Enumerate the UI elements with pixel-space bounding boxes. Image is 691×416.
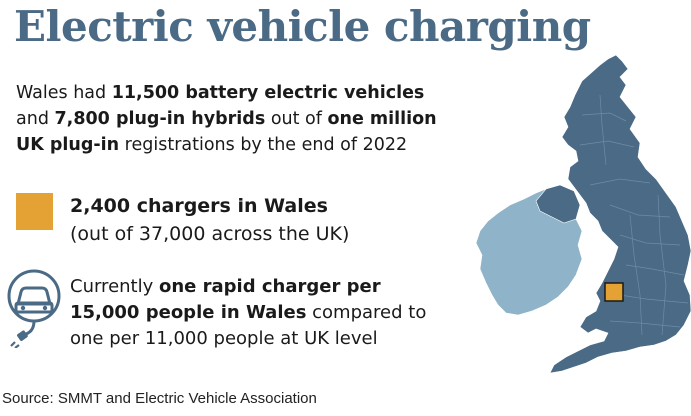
rapid-text-1: Currently	[70, 276, 159, 297]
source-note: Source: SMMT and Electric Vehicle Associ…	[2, 390, 317, 407]
wales-highlight	[604, 282, 624, 302]
page-title: Electric vehicle charging	[14, 2, 591, 51]
intro-text: Wales had 11,500 battery electric vehicl…	[16, 80, 446, 158]
rapid-wales-ratio: one rapid charger per 15,000 people in W…	[70, 276, 381, 323]
intro-text-1: Wales had	[16, 83, 112, 103]
chargers-subline: (out of 37,000 across the UK)	[70, 223, 350, 245]
uk-ireland-map	[475, 55, 691, 374]
rapid-text-2: compared to one per 11,000 people at UK …	[70, 302, 427, 349]
great-britain-shape	[549, 55, 691, 374]
intro-text-4: registrations by the end of 2022	[119, 135, 408, 155]
electric-car-plug-icon	[7, 269, 61, 348]
northern-ireland-shape	[535, 184, 581, 224]
chargers-headline: 2,400 chargers in Wales	[70, 195, 328, 217]
intro-uk-total: one million UK plug-in	[16, 109, 437, 155]
wales-color-swatch	[16, 193, 53, 230]
intro-phev-count: 7,800 plug-in hybrids	[54, 109, 266, 129]
intro-bev-count: 11,500 battery electric vehicles	[111, 83, 425, 103]
chargers-block: 2,400 chargers in Wales (out of 37,000 a…	[70, 192, 450, 248]
rapid-charger-text: Currently one rapid charger per 15,000 p…	[70, 274, 450, 352]
intro-text-2: and	[16, 109, 55, 129]
intro-text-3: out of	[265, 109, 328, 129]
